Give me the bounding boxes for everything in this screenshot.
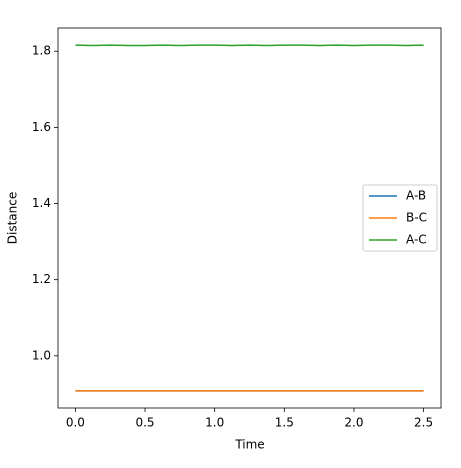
y-tick-label: 1.6 xyxy=(32,120,51,134)
legend-label: B-C xyxy=(406,211,427,225)
y-tick-label: 1.8 xyxy=(32,44,51,58)
legend-label: A-C xyxy=(406,233,427,247)
x-tick-label: 2.5 xyxy=(414,416,433,430)
x-tick-label: 2.0 xyxy=(344,416,363,430)
x-tick-label: 0.5 xyxy=(135,416,154,430)
legend-label: A-B xyxy=(406,189,426,203)
x-tick-label: 1.0 xyxy=(205,416,224,430)
y-axis-label: Distance xyxy=(6,192,20,244)
x-axis-label: Time xyxy=(234,438,264,452)
y-tick-label: 1.4 xyxy=(32,196,51,210)
y-tick-label: 1.2 xyxy=(32,272,51,286)
x-tick-label: 0.0 xyxy=(66,416,85,430)
y-tick-label: 1.0 xyxy=(32,348,51,362)
x-tick-label: 1.5 xyxy=(275,416,294,430)
